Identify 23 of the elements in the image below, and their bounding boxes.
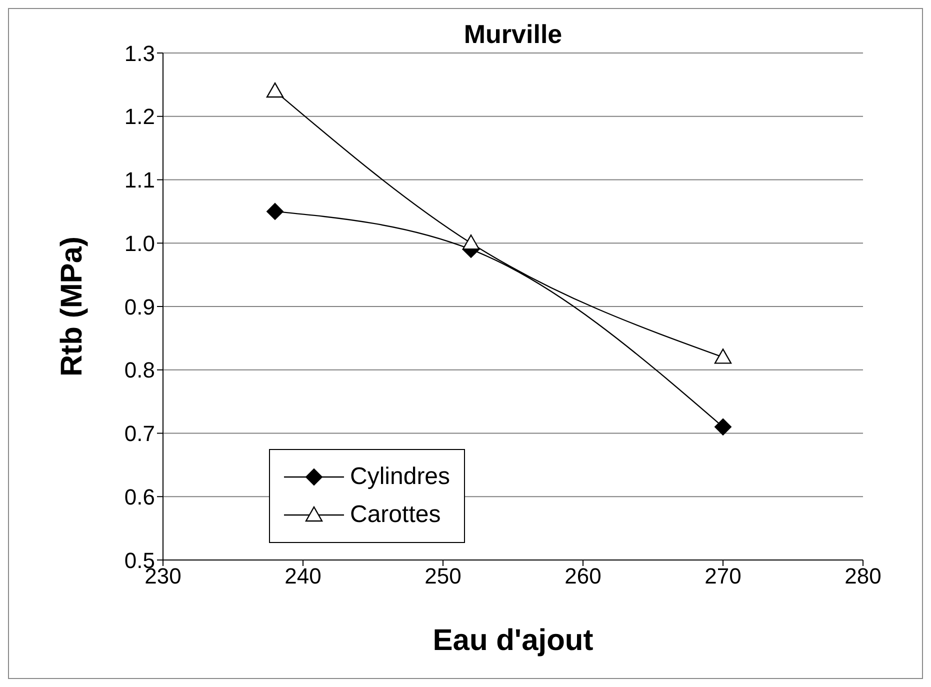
- legend-label: Carottes: [350, 501, 441, 529]
- point: [266, 82, 284, 98]
- y-tick-label: 1.3: [124, 40, 155, 66]
- y-tick-label: 0.6: [124, 484, 155, 510]
- point: [714, 348, 732, 364]
- x-tick-label: 280: [844, 564, 882, 589]
- y-tick-label: 0.9: [124, 294, 155, 320]
- point: [462, 234, 480, 250]
- y-tick-label: 1.0: [124, 230, 155, 256]
- point: [714, 418, 732, 436]
- y-tick-label: 1.2: [124, 104, 155, 130]
- point: [266, 202, 284, 220]
- legend-label: Cylindres: [350, 463, 450, 491]
- chart-title: Murville: [462, 19, 564, 50]
- y-tick-label: 0.7: [124, 421, 155, 446]
- y-tick-label: 0.8: [124, 358, 155, 383]
- y-tick-label: 1.1: [124, 168, 155, 193]
- x-tick-label: 250: [424, 564, 462, 589]
- x-tick-label: 260: [564, 564, 602, 589]
- x-tick-label: 270: [704, 564, 742, 589]
- x-axis-title: Eau d'ajout: [432, 624, 594, 657]
- x-tick-label: 240: [284, 564, 322, 589]
- y-axis-title: Rtb (MPa): [56, 236, 89, 376]
